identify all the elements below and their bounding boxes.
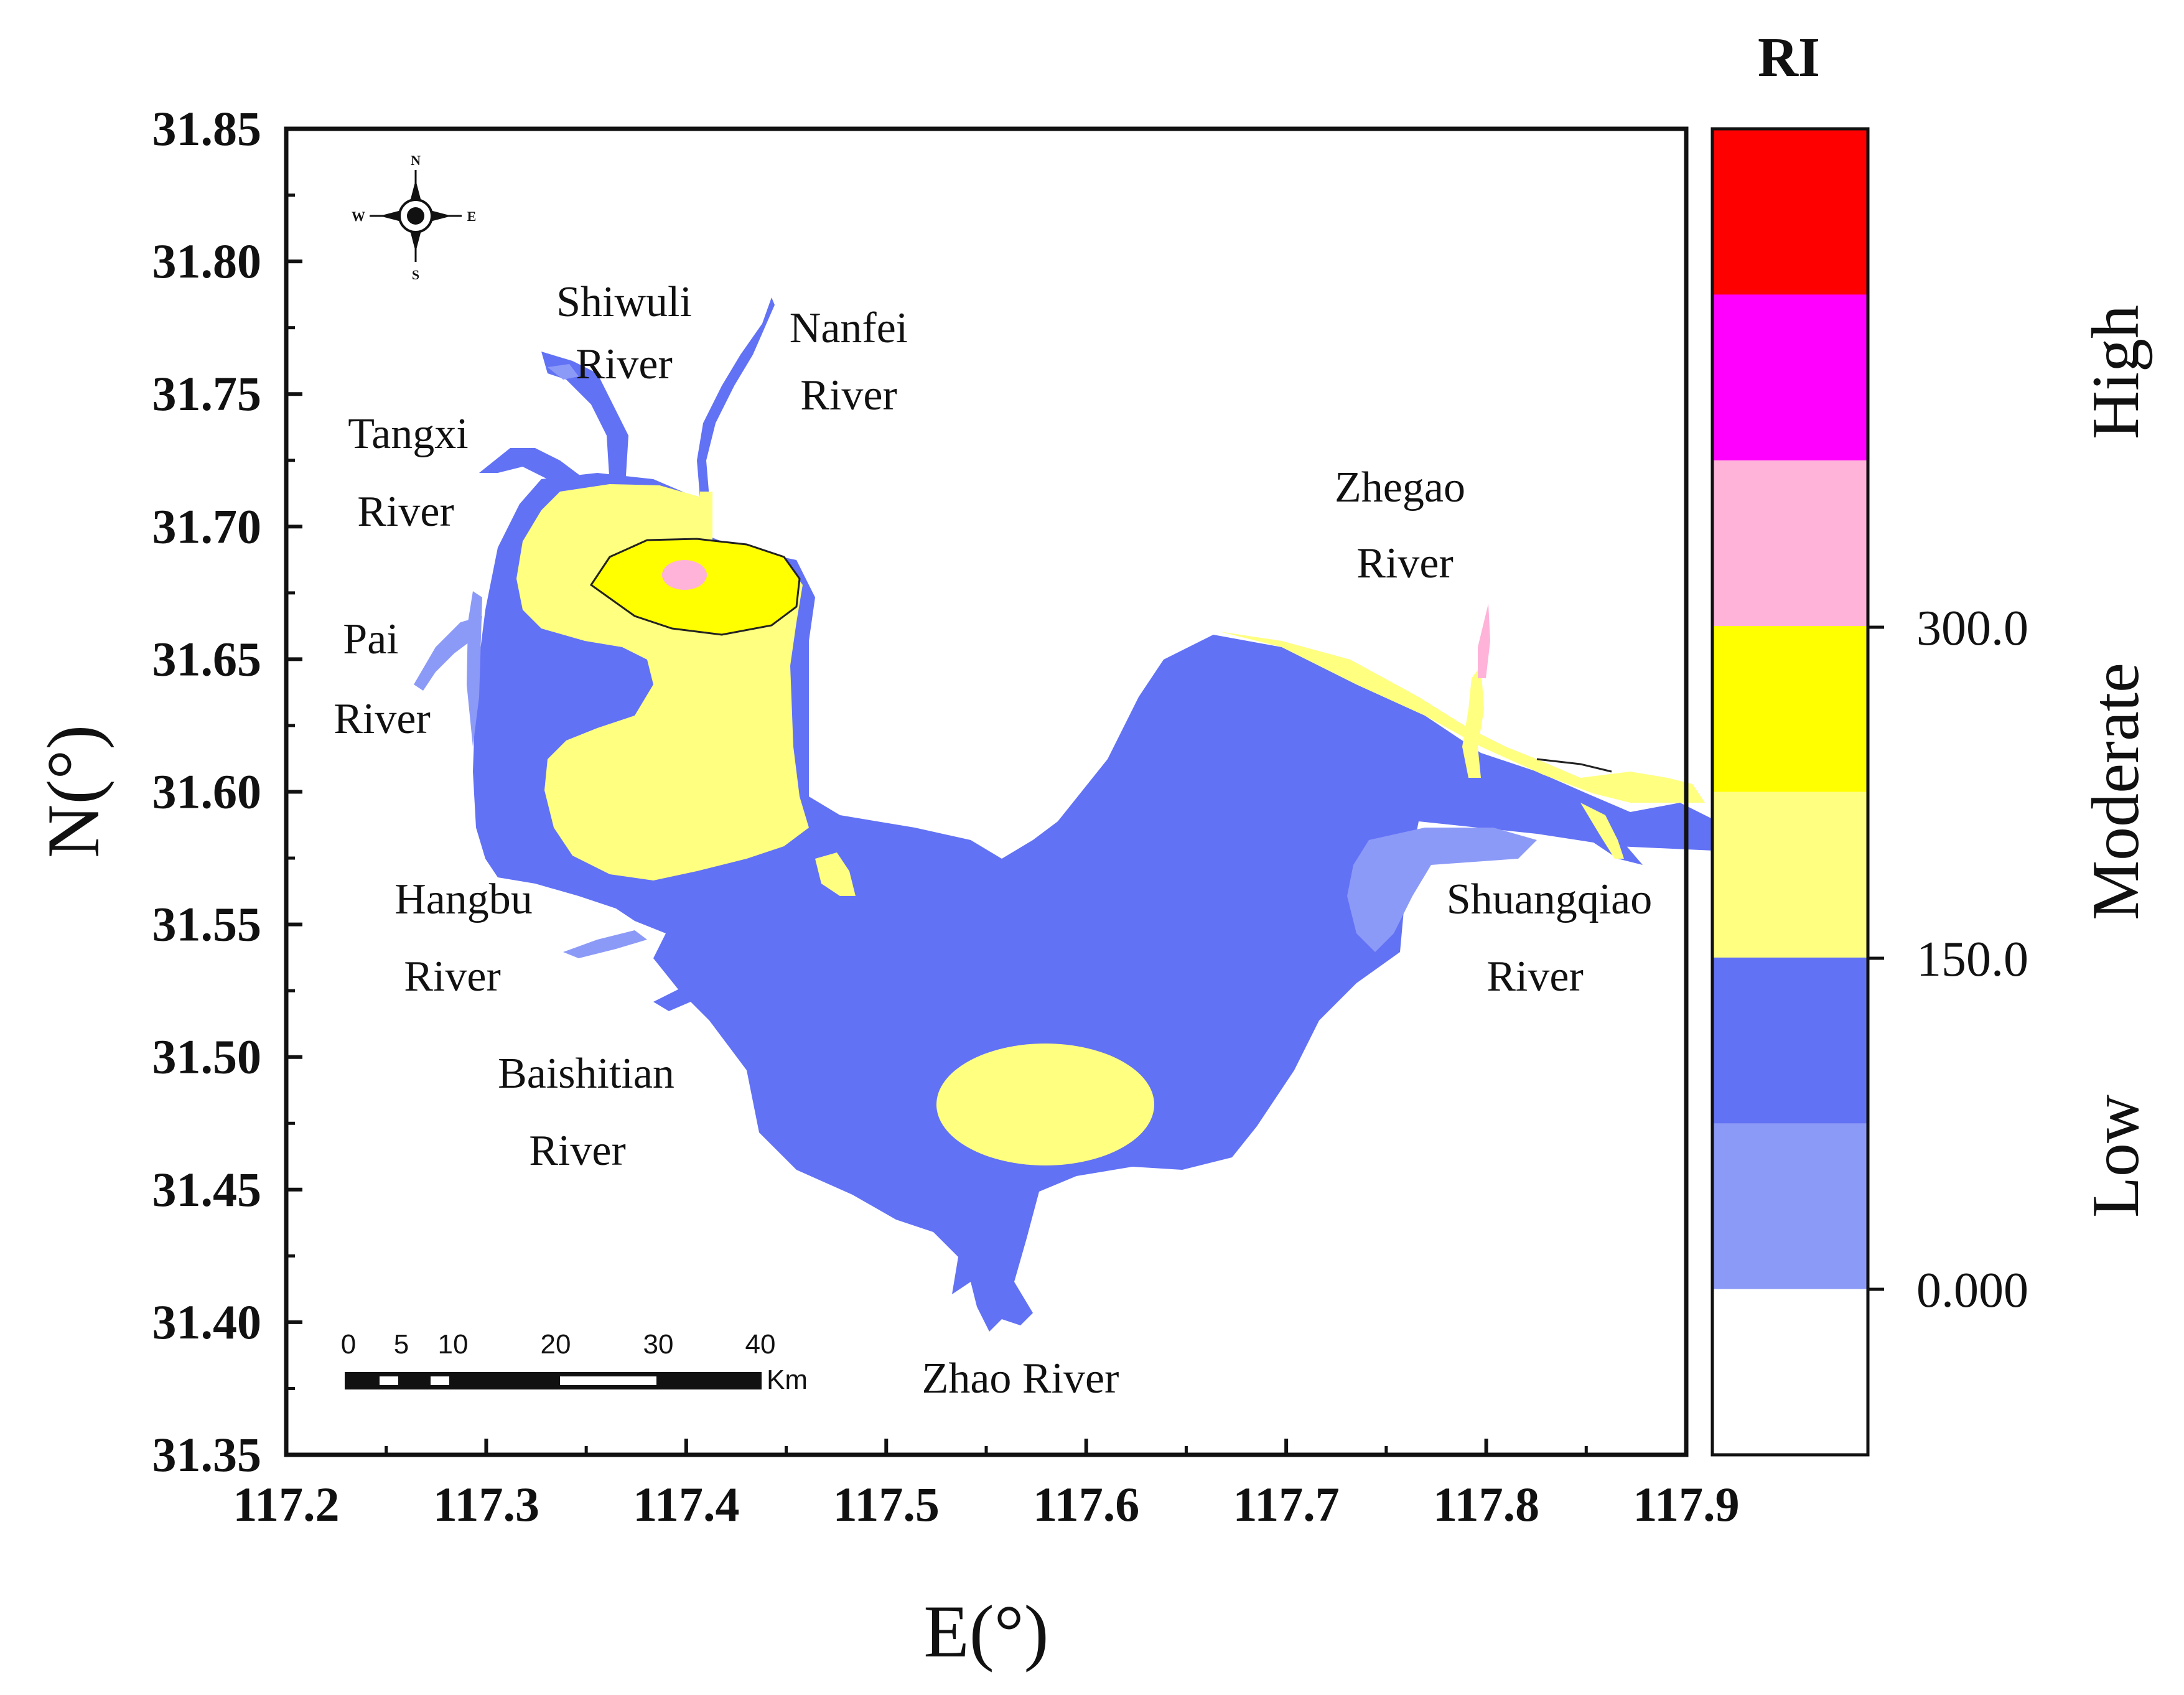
x-tick-label-4: 117.6	[1033, 1477, 1139, 1531]
lake-low-risk-region	[473, 473, 1755, 1332]
lake-lowest-risk-east	[1347, 828, 1537, 952]
scale-bar-segment-light-3	[560, 1376, 656, 1385]
scale-bar: 0 5 10 20 30 40 Km	[341, 1329, 808, 1395]
scale-tick-20: 20	[541, 1329, 571, 1360]
baishitian-channel	[653, 971, 706, 1011]
compass-rose: N S E W	[352, 152, 476, 282]
nanfei-label-line2: River	[800, 371, 897, 419]
baishitian-label: Baishitian	[498, 1050, 674, 1098]
y-tick-label-10: 31.35	[152, 1427, 262, 1482]
scale-tick-10: 10	[438, 1329, 469, 1360]
zhegao-channel-pink	[1478, 604, 1490, 678]
x-tick-label-2: 117.4	[633, 1477, 739, 1531]
legend-tick-0: 0.000	[1916, 1263, 2028, 1318]
legend-band-0	[1712, 129, 1868, 296]
legend-band-1	[1712, 294, 1868, 461]
compass-center	[407, 207, 424, 225]
legend-frame	[1710, 127, 1870, 1457]
high-risk-pink-spot	[662, 560, 707, 590]
x-tick-label-7: 117.9	[1633, 1477, 1739, 1531]
legend-title: RI	[1758, 27, 1820, 88]
scale-tick-30: 30	[643, 1329, 674, 1360]
y-tick-label-6: 31.55	[152, 897, 262, 951]
legend-band-6	[1712, 1123, 1868, 1290]
shuangqiao-label-line2: River	[1486, 953, 1584, 1001]
y-tick-label-1: 31.80	[152, 234, 262, 288]
zhegao-label-line2: River	[1356, 539, 1454, 587]
x-tick-label-5: 117.7	[1233, 1477, 1340, 1531]
tangxi-label-line2: River	[357, 488, 454, 536]
ne-contour-line	[1536, 758, 1612, 773]
hangbu-label-line2: River	[404, 953, 501, 1001]
scale-tick-0: 0	[341, 1329, 356, 1360]
zhegao-label: Zhegao	[1335, 464, 1465, 511]
zhegao-channel	[1462, 666, 1484, 778]
legend-band-3	[1712, 626, 1868, 793]
tangxi-label: Tangxi	[348, 410, 468, 458]
moderate-risk-ne-shore	[1220, 632, 1705, 803]
x-tick-label-6: 117.8	[1433, 1477, 1539, 1531]
legend-tick-300: 300.0	[1916, 601, 2028, 656]
y-axis-title: N(°)	[32, 725, 114, 859]
legend-band-2	[1712, 460, 1868, 627]
legend-band-7	[1712, 1289, 1868, 1455]
x-tick-label-3: 117.5	[833, 1477, 940, 1531]
lake-map	[414, 297, 1755, 1332]
pai-channel	[414, 616, 482, 691]
pai-label-line2: River	[334, 695, 431, 743]
nanfei-label: Nanfei	[790, 304, 908, 352]
x-axis-ticks: 117.2 117.3 117.4 117.5 117.6 117.7 117.8 117.9	[233, 1439, 1740, 1531]
compass-south-label: S	[412, 267, 419, 282]
x-tick-label-0: 117.2	[233, 1477, 339, 1531]
legend-band-4	[1712, 791, 1868, 958]
y-tick-label-0: 31.85	[152, 101, 262, 156]
y-tick-label-4: 31.65	[152, 632, 262, 686]
scale-tick-5: 5	[394, 1329, 409, 1360]
scale-unit: Km	[767, 1365, 808, 1395]
legend-class-high: High	[2079, 305, 2153, 439]
pai-label: Pai	[343, 615, 398, 663]
legend-tick-150: 150.0	[1916, 932, 2028, 987]
shiwuli-label: Shiwuli	[556, 278, 692, 326]
hangbu-label: Hangbu	[394, 876, 533, 923]
river-labels: Shiwuli River Nanfei River Tangxi River …	[334, 278, 1652, 1403]
y-tick-label-8: 31.45	[152, 1162, 262, 1216]
shiwuli-channel	[541, 352, 628, 485]
x-tick-label-1: 117.3	[433, 1477, 539, 1531]
x-axis-title: E(°)	[923, 1590, 1048, 1673]
moderate-risk-south-patch	[936, 1044, 1154, 1165]
moderate-risk-se-tip	[1580, 803, 1624, 859]
baishitian-label-line2: River	[529, 1127, 626, 1175]
y-tick-label-2: 31.75	[152, 367, 262, 421]
scale-tick-40: 40	[745, 1329, 776, 1360]
y-tick-label-3: 31.70	[152, 499, 262, 553]
y-axis-ticks: 31.85 31.80 31.75 31.70 31.65 31.60 31.55 31.50…	[152, 101, 302, 1482]
y-tick-label-7: 31.50	[152, 1030, 262, 1084]
legend-band-5	[1712, 957, 1868, 1124]
legend: RI 300.0 150.0 0.000 High Moderate Low	[1710, 27, 2153, 1457]
scale-bar-frame	[345, 1372, 762, 1389]
compass-north-label: N	[411, 152, 421, 168]
compass-east-label: E	[467, 208, 477, 224]
zhao-label: Zhao River	[922, 1355, 1119, 1403]
shuangqiao-label: Shuangqiao	[1447, 876, 1653, 923]
y-tick-label-5: 31.60	[152, 765, 262, 819]
legend-class-low: Low	[2079, 1095, 2153, 1218]
legend-color-bands	[1712, 129, 1868, 1455]
compass-west-label: W	[352, 208, 365, 224]
y-tick-label-9: 31.40	[152, 1295, 262, 1349]
legend-class-moderate: Moderate	[2079, 663, 2153, 920]
hangbu-channel	[563, 930, 647, 958]
tangxi-channel	[479, 448, 585, 492]
moderate-risk-small-island	[815, 852, 856, 896]
scale-bar-segment-light-1	[380, 1376, 398, 1385]
nanfei-channel	[697, 297, 775, 498]
scale-bar-segment-light-2	[431, 1376, 449, 1385]
shiwuli-label-line2: River	[576, 340, 673, 388]
shiwuli-channel-tip	[548, 364, 579, 380]
